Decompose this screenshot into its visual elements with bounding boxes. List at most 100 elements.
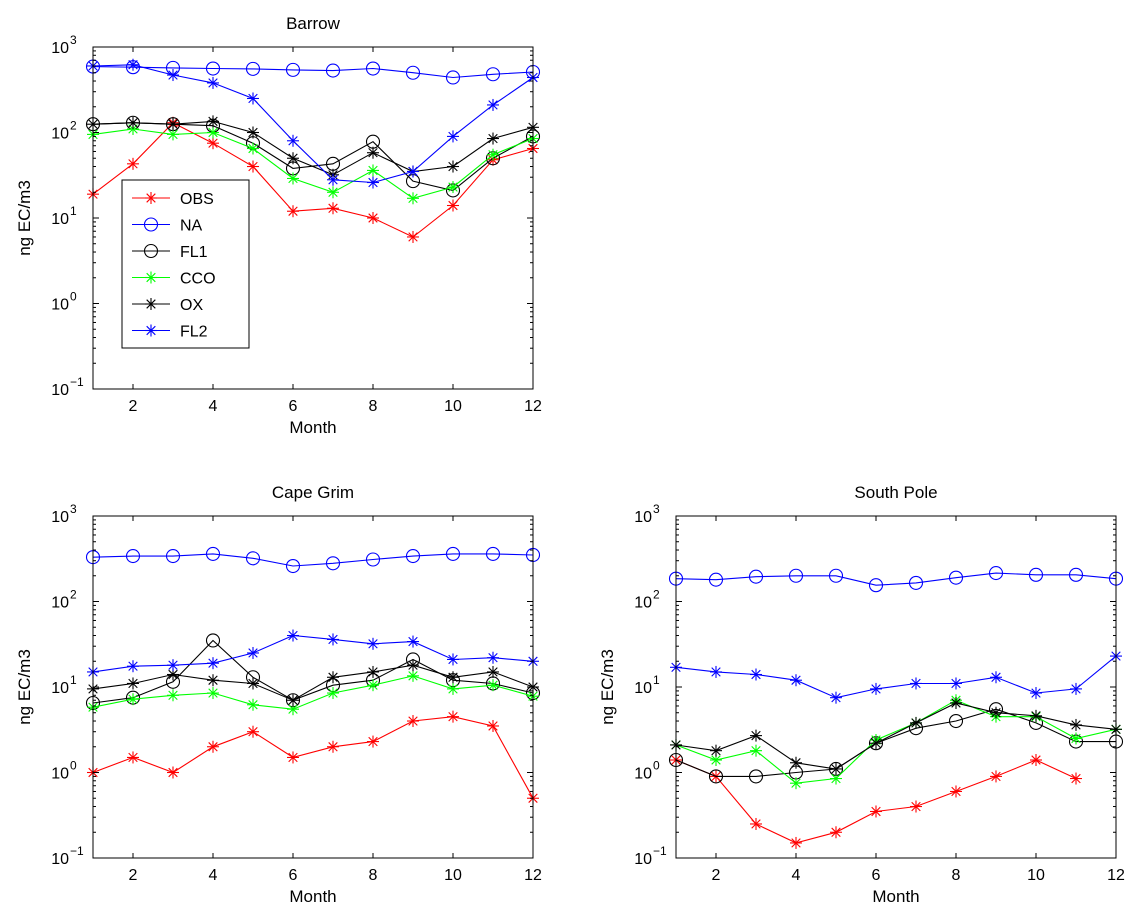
data-point [367, 735, 379, 748]
data-point [1070, 682, 1082, 695]
plot-area [85, 58, 541, 243]
legend-label: FL2 [180, 324, 208, 341]
data-point [367, 679, 379, 692]
data-point [127, 693, 139, 706]
x-tick-label: 6 [289, 398, 298, 415]
data-point [167, 118, 179, 131]
x-tick-label: 10 [1027, 867, 1045, 884]
x-tick-label: 8 [369, 867, 378, 884]
data-point [485, 546, 501, 561]
data-point [407, 635, 419, 648]
data-point [830, 691, 842, 704]
y-tick-exponent: −1 [70, 375, 84, 389]
x-tick-label: 6 [872, 867, 881, 884]
series-line [92, 64, 534, 184]
y-tick-exponent: 3 [653, 502, 660, 516]
series-ox [87, 659, 539, 707]
data-point [143, 217, 159, 232]
y-axis-label: ng EC/m3 [598, 649, 617, 725]
data-point [790, 836, 802, 849]
data-point [285, 62, 301, 77]
x-tick-label: 4 [209, 867, 218, 884]
data-point [205, 633, 221, 648]
data-point [207, 674, 219, 687]
data-point [988, 566, 1004, 581]
data-point [287, 694, 299, 707]
data-point [245, 551, 261, 566]
data-point [487, 679, 499, 692]
data-point [950, 677, 962, 690]
data-point [750, 729, 762, 742]
data-point [247, 725, 259, 738]
data-point [830, 826, 842, 839]
y-tick-exponent: 2 [653, 588, 660, 602]
data-point [327, 202, 339, 215]
data-point [487, 148, 499, 161]
data-point [1030, 709, 1042, 722]
data-point [950, 696, 962, 709]
data-point [447, 710, 459, 723]
data-point [870, 737, 882, 750]
data-point [143, 243, 159, 259]
data-point [327, 687, 339, 700]
data-point [487, 665, 499, 678]
data-point [710, 665, 722, 678]
series-fl2 [87, 629, 539, 678]
series-cco [670, 694, 1122, 790]
data-point [367, 212, 379, 224]
data-point [205, 61, 221, 76]
data-point [708, 769, 724, 784]
series-line [675, 655, 1117, 699]
y-axis-label: ng EC/m3 [15, 180, 34, 256]
data-point [948, 570, 964, 585]
data-point [205, 546, 221, 561]
series-fl1 [85, 633, 541, 711]
data-point [367, 176, 379, 189]
series-line [92, 664, 534, 701]
series-line [92, 122, 534, 238]
data-point [285, 558, 301, 574]
data-point [207, 115, 219, 128]
data-point [407, 230, 419, 243]
x-tick-label: 12 [524, 398, 542, 415]
y-tick-exponent: −1 [70, 844, 84, 858]
y-tick-exponent: 1 [70, 204, 77, 218]
data-point [485, 67, 501, 82]
data-point [405, 65, 421, 80]
data-point [167, 689, 179, 702]
series-ox [670, 696, 1122, 775]
data-point [287, 751, 299, 764]
y-tick-exponent: 3 [70, 33, 77, 47]
y-tick-exponent: 1 [70, 673, 77, 687]
data-point [750, 744, 762, 757]
data-point [990, 770, 1002, 783]
legend-label: CCO [180, 271, 216, 288]
data-point [487, 132, 499, 145]
y-tick-exponent: 0 [70, 759, 77, 773]
data-point [207, 687, 219, 700]
x-tick-label: 12 [1107, 867, 1125, 884]
data-point [1070, 732, 1082, 745]
series-na [668, 566, 1124, 593]
x-tick-label: 8 [952, 867, 961, 884]
series-na [85, 59, 541, 85]
legend-entry-na: NA [132, 217, 203, 235]
y-tick-label: 10 [634, 680, 652, 697]
x-tick-label: 4 [209, 398, 218, 415]
data-point [828, 568, 844, 583]
data-point [948, 713, 964, 729]
series-cco [87, 122, 539, 205]
data-point [325, 556, 341, 571]
data-point [145, 298, 157, 310]
data-point [327, 186, 339, 199]
y-tick-label: 10 [634, 766, 652, 783]
data-point [287, 205, 299, 218]
y-tick-label: 10 [51, 680, 69, 697]
legend-label: OX [180, 297, 203, 314]
legend: OBS NA FL1 CCO OX FL2 [121, 179, 250, 349]
data-point [870, 682, 882, 695]
series-na [85, 546, 541, 574]
data-point [207, 740, 219, 753]
